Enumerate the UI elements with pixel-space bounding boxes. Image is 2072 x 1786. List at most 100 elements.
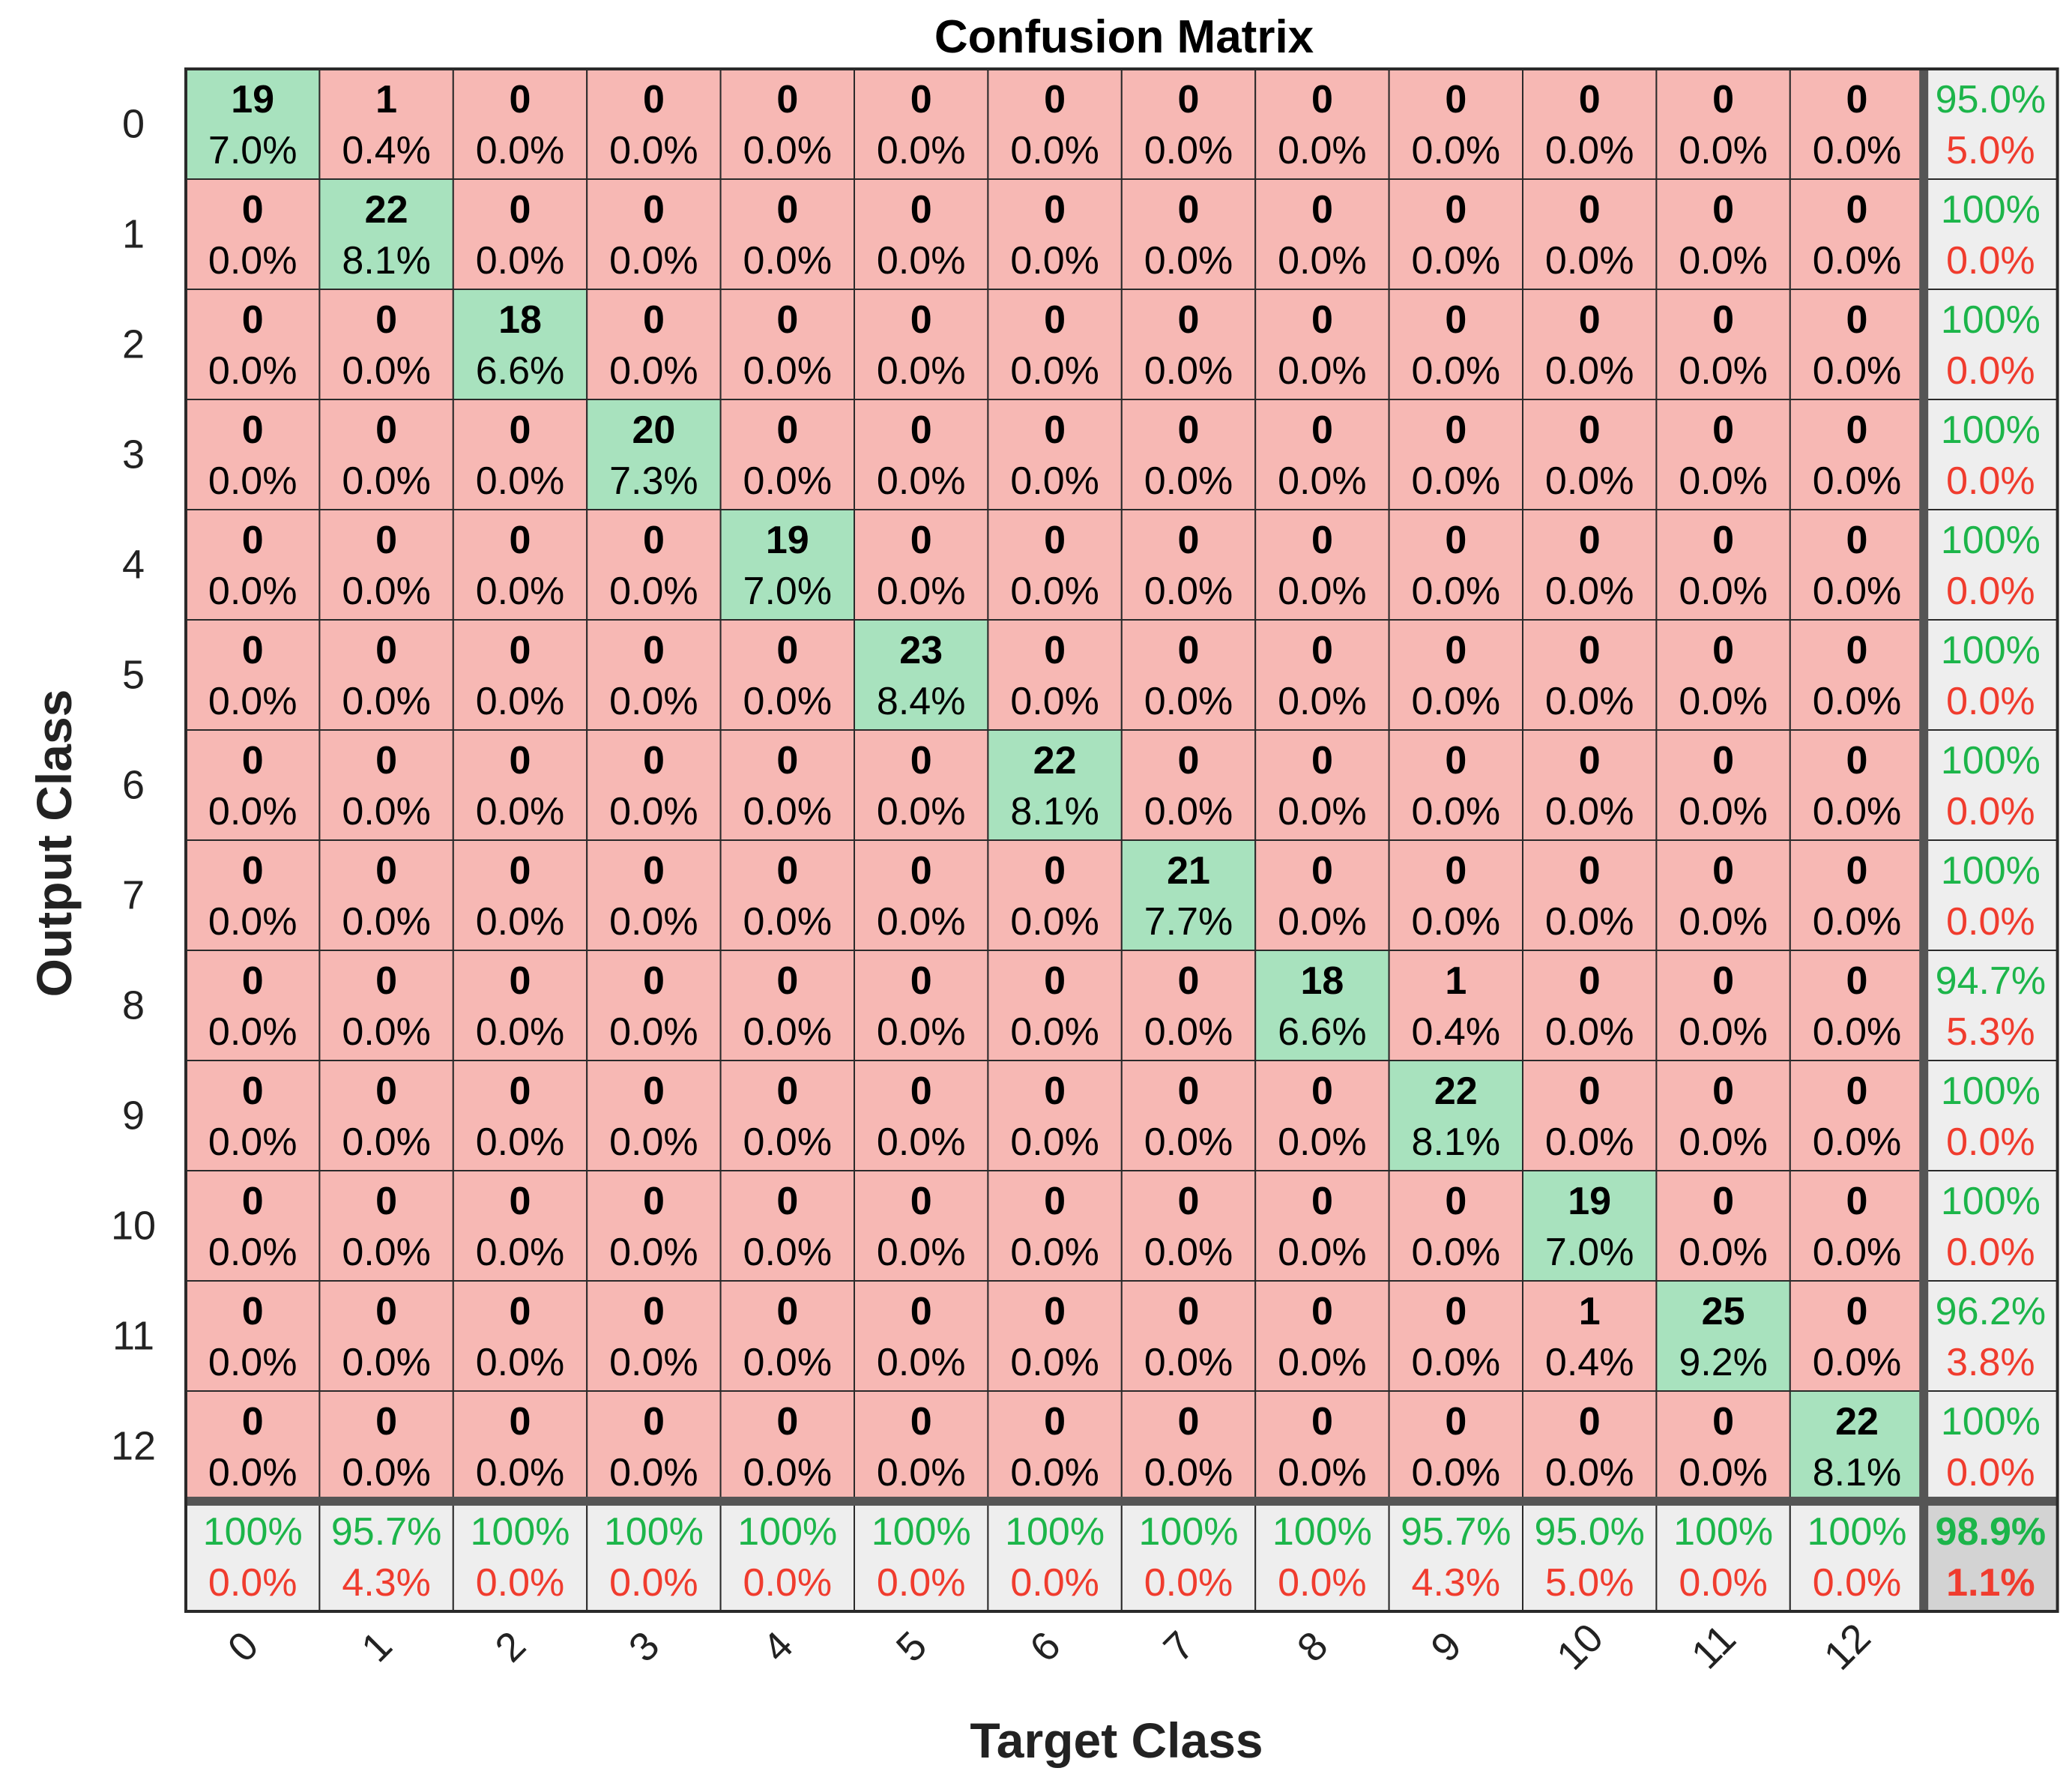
- cell-count: 0: [1178, 1180, 1200, 1223]
- cell-count: 0: [776, 739, 798, 782]
- cell-count: 0: [1846, 188, 1868, 232]
- column-error-rate: 0.0%: [1813, 1561, 1902, 1605]
- column-error-rate: 0.0%: [476, 1561, 565, 1605]
- cell-count: 22: [1835, 1400, 1879, 1443]
- cell-count: 0: [510, 1400, 531, 1443]
- cell-count: 23: [899, 629, 943, 672]
- cell-count: 0: [1178, 1070, 1200, 1113]
- cell-count: 0: [375, 519, 397, 562]
- matrix-cell: [1522, 950, 1658, 1061]
- matrix-cell: [1655, 619, 1791, 731]
- cell-count: 0: [1579, 1070, 1601, 1113]
- cell-count: 0: [242, 188, 264, 232]
- cell-percent: 0.4%: [342, 129, 431, 172]
- row-error-rate: 3.8%: [1946, 1341, 2035, 1384]
- cell-percent: 0.0%: [1813, 790, 1902, 833]
- cell-percent: 0.0%: [1679, 1010, 1768, 1054]
- matrix-cell: [1388, 619, 1523, 731]
- cell-count: 0: [1311, 1070, 1333, 1113]
- column-error-rate: 0.0%: [1679, 1561, 1768, 1605]
- cell-count: 0: [1712, 629, 1734, 672]
- cell-count: 19: [231, 78, 274, 121]
- cell-count: 0: [1579, 739, 1601, 782]
- matrix-cell: [1388, 1390, 1523, 1502]
- matrix-cell: [1789, 289, 1925, 400]
- cell-percent: 0.0%: [609, 680, 698, 723]
- x-tick-label: 0: [220, 1623, 268, 1671]
- y-tick-label: 7: [122, 873, 145, 918]
- cell-count: 0: [1846, 959, 1868, 1003]
- cell-percent: 0.0%: [1144, 790, 1233, 833]
- cell-count: 0: [1846, 78, 1868, 121]
- matrix-cell: [452, 399, 588, 510]
- matrix-cell: [987, 509, 1123, 621]
- matrix-cell: [1254, 1060, 1390, 1171]
- cell-percent: 0.0%: [609, 570, 698, 613]
- cell-count: 19: [766, 519, 809, 562]
- matrix-cell: [719, 619, 855, 731]
- cell-count: 0: [643, 629, 665, 672]
- cell-percent: 0.0%: [1679, 900, 1768, 944]
- cell-percent: 0.0%: [1679, 239, 1768, 283]
- row-correct-rate: 94.7%: [1936, 959, 2046, 1003]
- cell-count: 0: [1445, 1290, 1467, 1333]
- cell-count: 0: [510, 1290, 531, 1333]
- cell-count: 0: [1311, 78, 1333, 121]
- column-correct-rate: 100%: [1272, 1510, 1372, 1554]
- cell-count: 0: [1712, 519, 1734, 562]
- column-correct-rate: 95.0%: [1534, 1510, 1644, 1554]
- cell-count: 0: [910, 188, 932, 232]
- matrix-cell: [1254, 509, 1390, 621]
- cell-count: 0: [910, 78, 932, 121]
- cell-percent: 0.0%: [1545, 1451, 1634, 1494]
- y-tick-label: 6: [122, 763, 145, 808]
- cell-percent: 0.0%: [743, 1010, 833, 1054]
- matrix-cell: [854, 950, 989, 1061]
- cell-count: 0: [375, 1290, 397, 1333]
- cell-count: 0: [1311, 629, 1333, 672]
- row-error-rate: 0.0%: [1946, 1451, 2035, 1494]
- cell-percent: 0.0%: [1545, 1120, 1634, 1164]
- matrix-cell: [987, 1390, 1123, 1502]
- cell-count: 1: [1445, 959, 1467, 1003]
- y-tick-label: 5: [122, 653, 145, 698]
- cell-count: 0: [1579, 519, 1601, 562]
- cell-count: 0: [1311, 298, 1333, 342]
- cell-count: 0: [1311, 408, 1333, 452]
- cell-percent: 0.0%: [877, 790, 966, 833]
- cell-percent: 0.0%: [208, 1451, 297, 1494]
- matrix-cell: [1254, 399, 1390, 510]
- cell-percent: 0.0%: [1545, 239, 1634, 283]
- cell-percent: 0.0%: [1010, 1451, 1099, 1494]
- matrix-cell: [854, 1280, 989, 1392]
- cell-percent: 0.0%: [476, 129, 565, 172]
- cell-percent: 0.0%: [1545, 129, 1634, 172]
- column-error-rate: 0.0%: [743, 1561, 833, 1605]
- cell-count: 0: [1044, 519, 1066, 562]
- x-tick-label: 1: [353, 1623, 401, 1671]
- cell-count: 0: [375, 849, 397, 893]
- matrix-cell: [987, 399, 1123, 510]
- cell-percent: 0.0%: [1010, 129, 1099, 172]
- cell-count: 0: [1044, 1290, 1066, 1333]
- row-error-rate: 0.0%: [1946, 1120, 2035, 1164]
- row-summary-cell: [1923, 1280, 2059, 1392]
- row-error-rate: 0.0%: [1946, 1231, 2035, 1274]
- cell-percent: 0.0%: [1813, 1010, 1902, 1054]
- cell-count: 0: [910, 1400, 932, 1443]
- cell-count: 0: [1712, 408, 1734, 452]
- cell-count: 0: [643, 1400, 665, 1443]
- cell-count: 0: [1311, 1400, 1333, 1443]
- matrix-cell: [586, 839, 722, 951]
- cell-percent: 0.0%: [1278, 129, 1367, 172]
- cell-percent: 0.0%: [342, 1341, 431, 1384]
- matrix-cells: [185, 68, 2059, 1612]
- x-tick-label: 7: [1155, 1623, 1203, 1671]
- cell-percent: 8.1%: [1010, 790, 1099, 833]
- cell-percent: 0.0%: [877, 1010, 966, 1054]
- cell-percent: 0.0%: [208, 349, 297, 393]
- row-summary-cell: [1923, 509, 2059, 621]
- row-correct-rate: 100%: [1941, 298, 2041, 342]
- column-correct-rate: 100%: [604, 1510, 704, 1554]
- cell-count: 0: [375, 1180, 397, 1223]
